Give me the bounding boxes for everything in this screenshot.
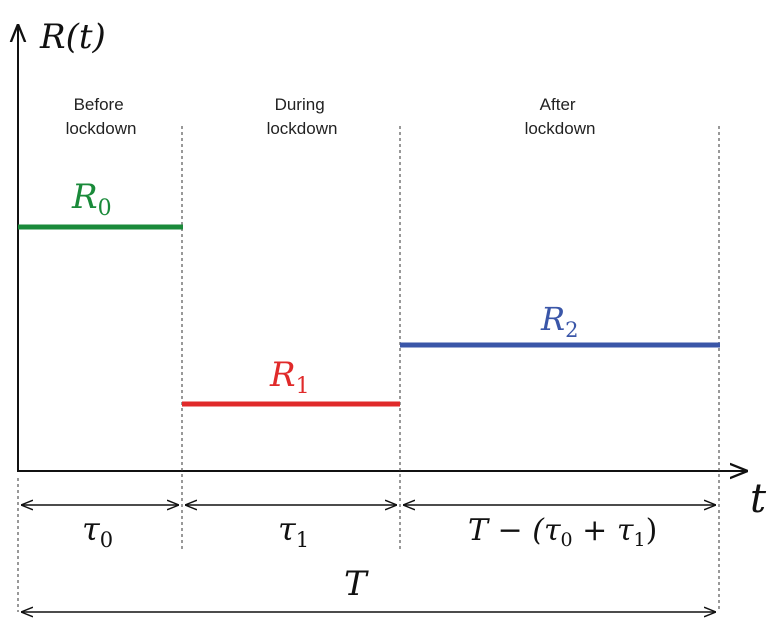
phase-label-before: Before lockdown — [66, 95, 137, 138]
duration-label-remaining: T − (τ0 + τ1) — [468, 513, 657, 551]
duration-label-tau1: τ1 — [278, 510, 309, 552]
phase-label-after: After lockdown — [525, 95, 596, 138]
duration-label-tau0: τ0 — [82, 510, 113, 552]
duration-label-total: T — [344, 564, 369, 604]
x-axis-label: t — [750, 476, 767, 522]
level-label-r1: R1 — [269, 355, 310, 399]
level-label-r2: R2 — [540, 300, 578, 342]
y-axis-label: R(t) — [39, 17, 106, 57]
level-label-r0: R0 — [71, 177, 112, 221]
phase-label-during: During lockdown — [267, 95, 338, 138]
